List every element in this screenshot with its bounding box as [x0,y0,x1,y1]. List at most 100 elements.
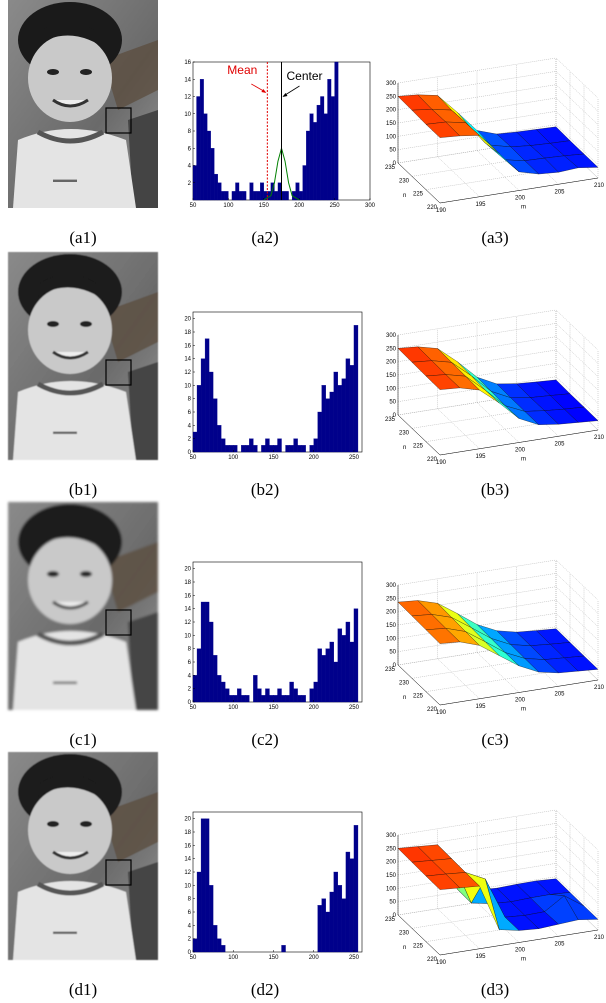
bar [285,695,290,703]
y-tick-label: 10 [184,633,191,639]
bar [329,641,334,703]
z-grid-line [397,124,557,150]
bar [241,695,246,703]
bar [249,182,254,201]
bar [225,688,230,703]
z-tick-label: 250 [386,846,397,852]
n-tick-label: 235 [385,917,396,923]
bar [261,445,266,453]
z-grid-line [555,71,599,112]
region-box [105,107,132,134]
bar [277,438,282,453]
bar [321,898,326,953]
mean-arrowhead [261,89,267,93]
y-tick-label: 14 [184,77,191,83]
z-grid-line [555,809,599,851]
y-tick-label: 16 [184,593,191,599]
region-box [105,609,132,636]
y-axis-label: n [403,445,406,451]
x-tick-label: 250 [349,455,360,461]
x-tick-label: 150 [268,455,279,461]
n-tick-label: 225 [413,944,424,950]
bar [333,871,339,953]
bar [216,938,222,953]
caption: (d2) [251,980,279,999]
x-tick-label: 50 [190,203,197,209]
bar [349,365,355,453]
bar [317,648,322,703]
surface-patch [425,628,461,644]
bar [316,104,321,201]
bar [297,445,302,453]
z-grid-line [397,363,557,389]
z-grid-line [555,613,599,654]
bar [204,601,210,703]
bar [349,641,355,703]
n-grid-line [411,151,571,177]
region-box [105,859,132,886]
z-grid-line [555,97,599,139]
bar [212,655,218,703]
z-grid-line [555,363,599,404]
m-tick-label: 195 [475,454,486,460]
y-tick-label: 8 [188,897,192,903]
z-tick-label: 100 [386,386,397,392]
z-grid-line [555,559,599,601]
z-tick-label: 250 [386,596,397,602]
z-tick-label: 200 [386,108,397,114]
x-tick-label: 300 [365,203,376,209]
caption: (c3) [481,730,508,749]
y-tick-label: 2 [188,937,192,943]
z-grid-line [555,57,599,99]
m-tick-label: 200 [515,948,526,954]
bar [317,905,322,953]
bar [208,885,214,953]
center-label: Center [287,69,323,83]
z-tick-label: 100 [386,134,397,140]
z-grid-line [555,863,599,904]
bar [192,431,198,453]
bar [203,113,208,201]
y-tick-label: 4 [188,673,192,679]
y-tick-label: 6 [188,410,192,416]
z-tick-label: 150 [386,373,397,379]
z-tick-label: 50 [389,900,396,906]
x-tick-label: 200 [309,955,320,961]
bar [306,130,310,201]
bar [297,695,302,703]
z-tick-label: 250 [386,94,397,100]
y-tick-label: 8 [188,129,192,135]
z-grid-line [555,586,599,627]
z-grid-line [555,84,599,125]
z-grid-line [397,573,557,599]
photo [8,752,158,960]
bar [269,695,274,703]
m-tick-label: 205 [554,189,565,195]
bar [261,695,266,703]
y-tick-label: 12 [184,620,191,626]
y-tick-label: 0 [188,700,192,706]
m-grid-line [476,402,520,443]
caption: (a3) [481,228,508,247]
y-tick-label: 16 [184,343,191,349]
bar [313,122,318,201]
z-grid-line [397,823,557,849]
y-tick-label: 14 [184,357,191,363]
caption: (c1) [69,730,96,749]
n-grid-line [397,389,557,416]
bar [317,411,322,453]
z-grid-line [397,323,557,349]
axis-line [439,429,599,456]
bar [221,681,226,703]
m-tick-label: 200 [515,698,526,704]
mean-label: Mean [227,63,257,77]
m-tick-label: 210 [594,435,605,441]
x-axis-label: m [521,707,526,713]
bar [345,851,351,953]
caption: (a1) [69,228,96,247]
z-grid-line [397,57,557,84]
bar [200,818,206,953]
x-tick-label: 250 [349,705,360,711]
photo [8,502,158,710]
m-grid-line [437,408,480,449]
